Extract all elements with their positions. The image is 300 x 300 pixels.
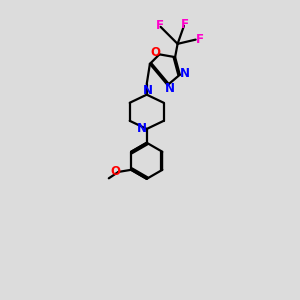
Text: O: O (150, 46, 160, 59)
Text: F: F (181, 18, 189, 31)
Text: N: N (143, 84, 153, 97)
Text: O: O (110, 165, 120, 178)
Text: N: N (136, 122, 146, 135)
Text: F: F (196, 33, 204, 46)
Text: N: N (165, 82, 175, 95)
Text: N: N (179, 67, 190, 80)
Text: F: F (156, 19, 164, 32)
